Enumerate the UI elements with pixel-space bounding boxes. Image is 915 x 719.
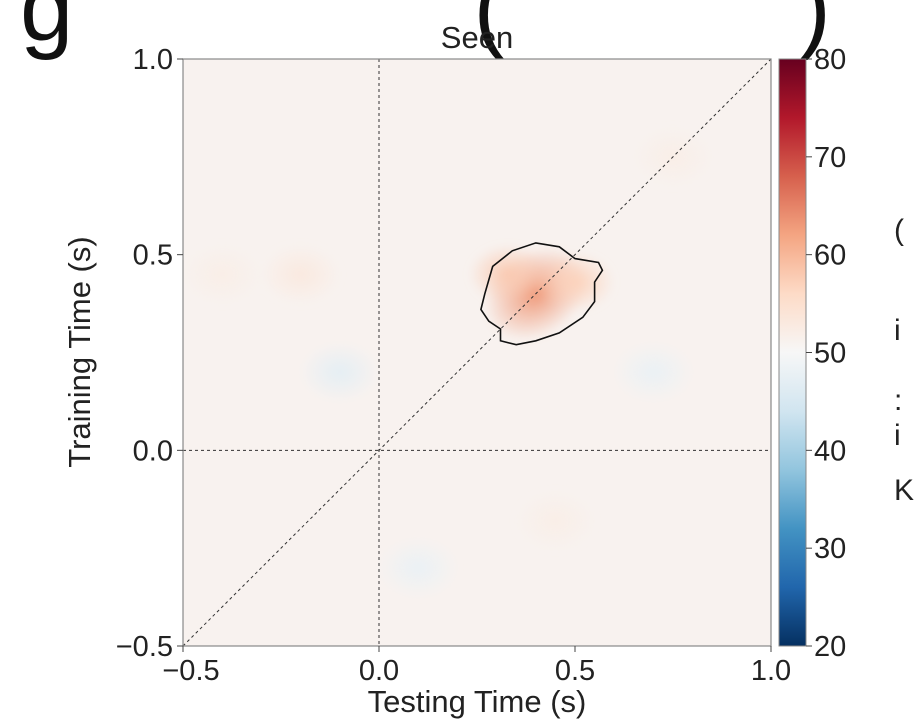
y-tick-label: 1.0 [133, 44, 173, 76]
colorbar-tick-label: 80 [814, 44, 846, 76]
colorbar-gradient [778, 58, 807, 647]
x-axis-label: Testing Time (s) [368, 684, 587, 719]
diagonal-line [183, 59, 771, 646]
side-fragment-text: ( [894, 214, 904, 247]
heatmap-blob [515, 490, 596, 551]
heatmap-blob [299, 342, 380, 403]
side-fragment-text: i [894, 314, 901, 347]
heatmap-plot [183, 59, 771, 646]
heatmap-blobs [183, 126, 713, 598]
y-axis-ticks: −0.5 0.0 0.5 1.0 [116, 44, 183, 663]
cropped-header-text: g ( ) [20, 0, 831, 61]
x-tick-label: −0.5 [162, 655, 219, 687]
colorbar-tick-label: 40 [814, 435, 846, 467]
plot-frame [182, 58, 772, 647]
heatmap-blob [613, 342, 694, 403]
y-axis-label: Training Time (s) [62, 236, 97, 467]
colorbar-tick-label: 20 [814, 631, 846, 663]
significance-contour [480, 242, 604, 346]
colorbar-tick-label: 60 [814, 240, 846, 272]
y-tick-label: −0.5 [116, 631, 173, 663]
side-fragment-text: i [894, 419, 901, 452]
x-tick-label: 1.0 [751, 655, 791, 687]
x-tick-label: 0.5 [555, 655, 595, 687]
colorbar: 20 30 40 50 60 70 80 [778, 44, 846, 663]
y-tick-label: 0.0 [133, 435, 173, 467]
heatmap-blob [535, 252, 615, 313]
heatmap-blob [468, 244, 549, 305]
y-tick-label: 0.5 [133, 240, 173, 272]
cropped-side-text: (i:iK [894, 214, 914, 507]
colorbar-ticks: 20 30 40 50 60 70 80 [806, 44, 846, 663]
colorbar-tick-label: 50 [814, 338, 846, 370]
colorbar-tick-label: 70 [814, 142, 846, 174]
side-fragment-text: K [894, 474, 914, 507]
x-axis-ticks: −0.5 0.0 0.5 1.0 [162, 646, 791, 687]
heatmap-blob [183, 244, 263, 305]
heatmap-blob [260, 244, 341, 305]
colorbar-tick-label: 30 [814, 533, 846, 565]
chart-title: Seen [441, 20, 513, 55]
heatmap-blob [378, 537, 459, 598]
x-tick-label: 0.0 [359, 655, 399, 687]
side-fragment-text: : [894, 384, 902, 417]
